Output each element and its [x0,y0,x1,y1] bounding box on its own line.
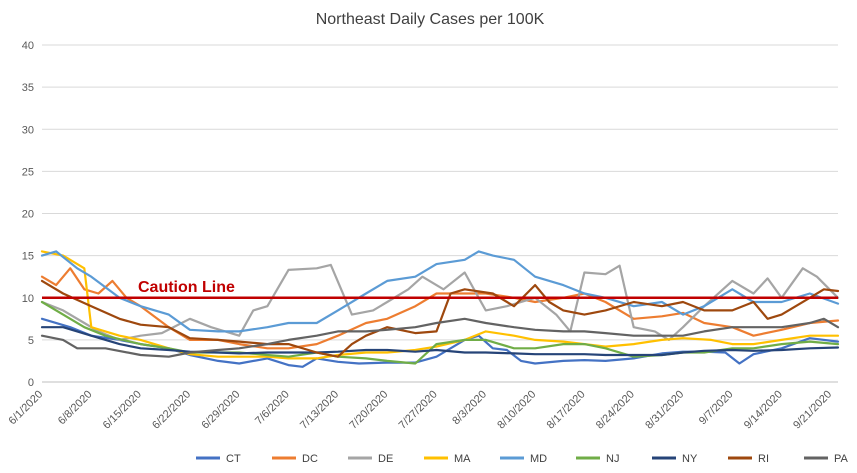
legend-label-ct: CT [226,453,241,465]
y-tick-label: 10 [22,293,34,305]
series-line-md [40,250,840,333]
series-line-ma [40,250,840,360]
legend-label-dc: DC [302,453,318,465]
y-tick-label: 25 [22,166,34,178]
series-line-ri [40,279,840,358]
legend-label-ma: MA [454,453,471,465]
legend: CT DC DE MA MD NJ NY RI PA [196,453,849,465]
series-line-pa [40,317,840,358]
legend-label-de: DE [378,453,393,465]
y-axis-tick-labels: 0 5 10 15 20 25 30 35 40 [22,40,34,389]
legend-label-pa: PA [834,453,849,465]
series-line-ny [40,326,840,357]
y-tick-label: 40 [22,40,34,52]
y-tick-label: 35 [22,82,34,94]
legend-label-ri: RI [758,453,769,465]
caution-line-group: Caution Line [42,279,838,299]
series-lines [40,250,840,368]
series-line-dc [40,267,840,350]
legend-label-md: MD [530,453,547,465]
chart-title: Northeast Daily Cases per 100K [316,11,545,28]
y-tick-label: 0 [28,377,34,389]
y-tick-label: 5 [28,335,34,347]
legend-label-nj: NJ [606,453,619,465]
y-tick-label: 20 [22,209,34,221]
y-tick-label: 30 [22,124,34,136]
caution-line-label: Caution Line [138,279,235,296]
legend-label-ny: NY [682,453,698,465]
y-tick-label: 15 [22,251,34,263]
